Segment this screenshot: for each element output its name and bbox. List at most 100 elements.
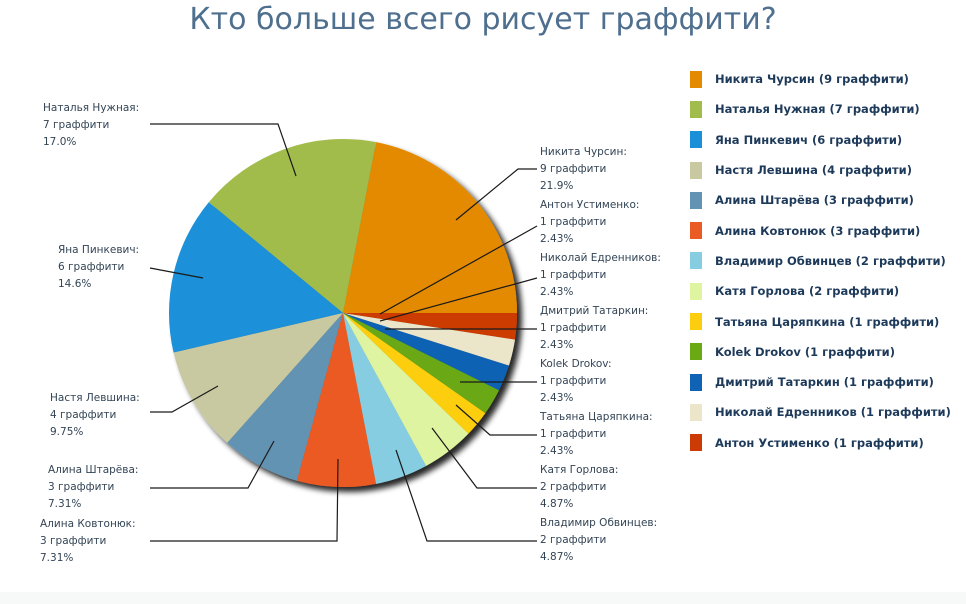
legend-swatch-icon xyxy=(690,131,702,149)
label-percent: 2.43% xyxy=(540,445,574,457)
slice-label-tatyana: Татьяна Царяпкина: 1 граффити 2.43% xyxy=(540,409,653,460)
legend-item: Настя Левшина (4 граффити) xyxy=(690,155,951,185)
label-name: Kolek Drokov: xyxy=(540,358,612,370)
label-name: Татьяна Царяпкина: xyxy=(540,411,653,423)
label-count: 1 граффити xyxy=(540,375,607,387)
legend-label: Катя Горлова (2 граффити) xyxy=(715,284,900,299)
legend-label: Яна Пинкевич (6 граффити) xyxy=(715,132,903,147)
legend-swatch-icon xyxy=(690,252,702,270)
legend-label: Алина Ковтонюк (3 граффити) xyxy=(715,223,921,238)
leader-line-alina-sh xyxy=(150,440,275,489)
slice-label-alina-k: Алина Ковтонюк: 3 граффити 7.31% xyxy=(40,516,136,567)
legend-swatch-icon xyxy=(690,403,702,421)
leader-lines xyxy=(149,123,538,542)
legend-item: Kolek Drokov (1 граффити) xyxy=(690,337,951,367)
pie-slice xyxy=(173,313,343,443)
legend-label: Kolek Drokov (1 граффити) xyxy=(715,344,895,359)
leader-line-katya xyxy=(431,427,537,489)
label-name: Наталья Нужная: xyxy=(43,102,140,114)
legend-swatch-icon xyxy=(690,222,702,240)
legend-item: Алина Штарёва (3 граффити) xyxy=(690,185,951,215)
pie-slice xyxy=(343,313,469,466)
legend-swatch-icon xyxy=(690,313,702,331)
label-percent: 21.9% xyxy=(540,180,574,192)
pie-slice xyxy=(343,313,515,366)
legend-swatch-icon xyxy=(690,343,702,361)
label-percent: 17.0% xyxy=(43,136,77,148)
label-percent: 2.43% xyxy=(540,339,574,351)
pie-slice xyxy=(343,313,427,484)
leader-line-tatyana xyxy=(455,404,537,436)
label-name: Владимир Обвинцев: xyxy=(540,517,658,529)
slice-label-dmitriy: Дмитрий Татаркин: 1 граффити 2.43% xyxy=(540,303,648,354)
pie-slice xyxy=(208,138,377,313)
label-name: Алина Ковтонюк: xyxy=(40,518,136,530)
label-percent: 2.43% xyxy=(540,286,574,298)
slice-label-yana: Яна Пинкевич: 6 граффити 14.6% xyxy=(58,242,139,293)
label-count: 2 граффити xyxy=(540,534,607,546)
slice-label-nikita: Никита Чурсин: 9 граффити 21.9% xyxy=(540,144,627,195)
legend-swatch-icon xyxy=(690,70,702,88)
legend-label: Владимир Обвинцев (2 граффити) xyxy=(715,253,946,268)
label-count: 2 граффити xyxy=(540,481,607,493)
label-percent: 7.31% xyxy=(48,498,82,510)
pie-slice xyxy=(343,142,518,313)
legend-item: Алина Ковтонюк (3 граффити) xyxy=(690,215,951,245)
legend-item: Николай Едренников (1 граффити) xyxy=(690,397,951,427)
slice-label-natalya: Наталья Нужная: 7 граффити 17.0% xyxy=(43,100,139,151)
legend-item: Антон Устименко (1 граффити) xyxy=(690,428,951,458)
pie-slice xyxy=(227,313,343,481)
label-percent: 2.43% xyxy=(540,233,574,245)
slice-label-katya: Катя Горлова: 2 граффити 4.87% xyxy=(540,462,618,513)
slice-label-anton: Антон Устименко: 1 граффити 2.43% xyxy=(540,197,639,248)
leader-line-natalya xyxy=(150,123,297,177)
label-name: Антон Устименко: xyxy=(540,199,640,211)
legend-item: Никита Чурсин (9 граффити) xyxy=(690,64,951,94)
legend-label: Дмитрий Татаркин (1 граффити) xyxy=(715,375,934,390)
label-name: Алина Штарёва: xyxy=(48,464,139,476)
footer-band xyxy=(0,592,966,604)
label-percent: 2.43% xyxy=(540,392,574,404)
leader-line-anton xyxy=(379,225,538,315)
legend-item: Татьяна Царяпкина (1 граффити) xyxy=(690,306,951,336)
legend-label: Антон Устименко (1 граффити) xyxy=(715,435,924,450)
chart-legend: Никита Чурсин (9 граффити) Наталья Нужная… xyxy=(690,64,951,458)
label-count: 3 граффити xyxy=(40,535,107,547)
legend-item: Дмитрий Татаркин (1 граффити) xyxy=(690,367,951,397)
pie-slice xyxy=(169,202,343,353)
legend-swatch-icon xyxy=(690,434,702,452)
label-name: Катя Горлова: xyxy=(540,464,619,476)
legend-label: Настя Левшина (4 граффити) xyxy=(715,163,912,178)
legend-item: Яна Пинкевич (6 граффити) xyxy=(690,125,951,155)
label-count: 3 граффити xyxy=(48,481,115,493)
legend-label: Татьяна Царяпкина (1 граффити) xyxy=(715,314,940,329)
label-count: 1 граффити xyxy=(540,269,607,281)
label-count: 6 граффити xyxy=(58,261,125,273)
legend-label: Никита Чурсин (9 граффити) xyxy=(715,72,909,87)
label-name: Николай Едренников: xyxy=(540,252,661,264)
label-percent: 7.31% xyxy=(40,552,74,564)
label-count: 7 граффити xyxy=(43,119,110,131)
leader-line-alina-k xyxy=(150,458,339,542)
label-name: Яна Пинкевич: xyxy=(58,244,140,256)
legend-swatch-icon xyxy=(690,100,702,118)
pie-slices xyxy=(169,138,518,488)
label-count: 1 граффити xyxy=(540,322,607,334)
legend-item: Владимир Обвинцев (2 граффити) xyxy=(690,246,951,276)
slice-label-alina-sh: Алина Штарёва: 3 граффити 7.31% xyxy=(48,462,138,513)
legend-swatch-icon xyxy=(690,282,702,300)
label-count: 4 граффити xyxy=(50,409,117,421)
leader-line-yana xyxy=(149,267,204,279)
label-percent: 9.75% xyxy=(50,426,84,438)
legend-label: Наталья Нужная (7 граффити) xyxy=(715,102,920,117)
legend-swatch-icon xyxy=(690,191,702,209)
label-name: Никита Чурсин: xyxy=(540,146,627,158)
leader-line-nastya xyxy=(150,385,219,413)
legend-swatch-icon xyxy=(690,373,702,391)
chart-title: Кто больше всего рисует граффити? xyxy=(189,2,777,37)
pie-slice xyxy=(296,313,377,488)
pie-slice xyxy=(343,313,509,391)
pie-slice xyxy=(343,313,486,434)
leader-line-nikolay xyxy=(379,277,538,322)
